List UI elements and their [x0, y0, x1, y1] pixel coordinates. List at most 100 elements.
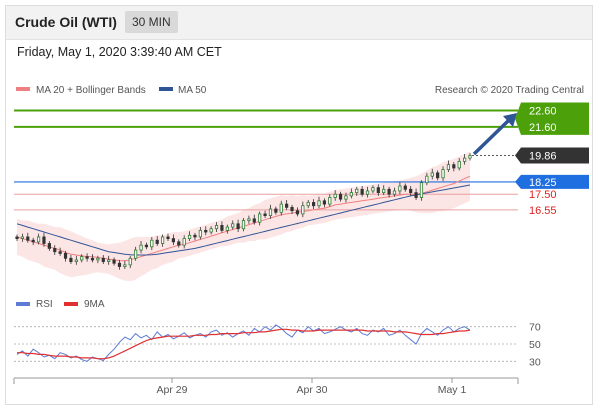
candle — [26, 232, 30, 243]
candle-body — [85, 256, 89, 259]
candle — [150, 236, 154, 251]
candle-body — [123, 264, 127, 267]
candle — [436, 170, 440, 181]
candle-body — [204, 229, 208, 233]
instrument-title: Crude Oil (WTI) — [15, 14, 117, 30]
candle-body — [274, 208, 278, 213]
candle — [360, 186, 364, 197]
candle-body — [403, 185, 407, 190]
candle — [344, 192, 348, 203]
candle-body — [452, 164, 456, 169]
candle — [134, 246, 138, 261]
rsi-tick-label: 70 — [529, 322, 541, 334]
candle-body — [74, 259, 78, 262]
candle-body — [42, 236, 46, 244]
level-label-21.60: 21.60 — [529, 122, 557, 134]
candle — [144, 242, 149, 250]
pivot-tag — [515, 174, 589, 189]
candle-body — [468, 155, 472, 159]
candle-body — [15, 236, 19, 239]
level-label-22.60: 22.60 — [529, 105, 557, 117]
candle-body — [101, 257, 105, 262]
timestamp: Friday, May 1, 2020 3:39:40 AM CET — [17, 45, 222, 59]
candle — [241, 218, 246, 232]
level-label-16.55: 16.55 — [529, 205, 557, 217]
candle — [220, 221, 224, 233]
candle — [101, 255, 105, 265]
candle — [20, 233, 24, 242]
candle — [31, 237, 35, 246]
candle-body — [26, 236, 30, 241]
rsi-panel: 70 50 30 — [14, 322, 541, 368]
rsi-tick-label: 50 — [529, 339, 541, 351]
candle — [355, 186, 359, 196]
candle — [403, 183, 407, 192]
candle-body — [355, 188, 359, 193]
candle-body — [96, 257, 100, 261]
x-axis-ticks: Apr 29 Apr 30 May 1 — [157, 378, 466, 396]
candle-body — [31, 239, 35, 243]
candle — [96, 255, 100, 264]
candle-body — [112, 259, 116, 264]
candle — [468, 153, 472, 161]
candle-body — [387, 188, 391, 195]
candle-body — [457, 160, 461, 169]
candle — [36, 233, 41, 245]
x-tick-label: Apr 30 — [297, 384, 328, 396]
candle — [295, 207, 300, 217]
candle — [263, 210, 267, 219]
candle-body — [285, 203, 289, 208]
candle-body — [360, 188, 364, 195]
candle-body — [414, 192, 418, 198]
candle — [15, 234, 19, 242]
level-label-19.86: 19.86 — [529, 150, 557, 162]
ma20-legend-swatch — [16, 87, 30, 91]
rsi9ma-legend-label: 9MA — [84, 299, 105, 310]
candle-body — [90, 257, 95, 261]
candle — [333, 190, 337, 201]
candle — [414, 188, 418, 200]
candle — [85, 253, 89, 262]
resistance-tag — [515, 102, 589, 135]
candle-body — [209, 228, 213, 233]
level-label-18.25: 18.25 — [529, 177, 557, 189]
candle — [236, 219, 240, 233]
ma50-legend-label: MA 50 — [178, 85, 207, 96]
rsi9ma-legend-swatch — [64, 302, 78, 306]
candle — [279, 200, 283, 216]
candle-body — [382, 188, 386, 193]
candle-body — [263, 213, 267, 216]
candle — [177, 239, 181, 248]
candle — [392, 187, 397, 197]
candle-body — [166, 236, 170, 239]
candle — [225, 224, 229, 234]
candle — [376, 184, 380, 196]
candle — [398, 181, 402, 195]
copyright: Research © 2020 Trading Central — [435, 85, 584, 96]
candle-body — [214, 225, 219, 230]
candle — [301, 201, 305, 218]
candle — [425, 172, 429, 186]
candle — [214, 222, 219, 233]
candle-body — [306, 202, 310, 207]
candle-body — [150, 239, 154, 248]
candle — [128, 255, 132, 269]
candle — [198, 227, 202, 240]
rsi-legend-swatch — [16, 302, 30, 306]
candle-body — [279, 203, 283, 213]
timeframe-badge[interactable]: 30 MIN — [125, 11, 178, 33]
candle-body — [365, 190, 370, 195]
candle — [161, 234, 165, 247]
candle-body — [80, 256, 84, 261]
candle — [58, 247, 62, 256]
candle-body — [333, 193, 337, 198]
candle-body — [392, 190, 397, 195]
candle-body — [371, 187, 375, 192]
candle — [268, 204, 273, 219]
candle-body — [63, 252, 68, 259]
candle-body — [322, 200, 326, 205]
candle — [349, 188, 353, 199]
candle-body — [161, 236, 165, 244]
candle — [258, 211, 262, 226]
